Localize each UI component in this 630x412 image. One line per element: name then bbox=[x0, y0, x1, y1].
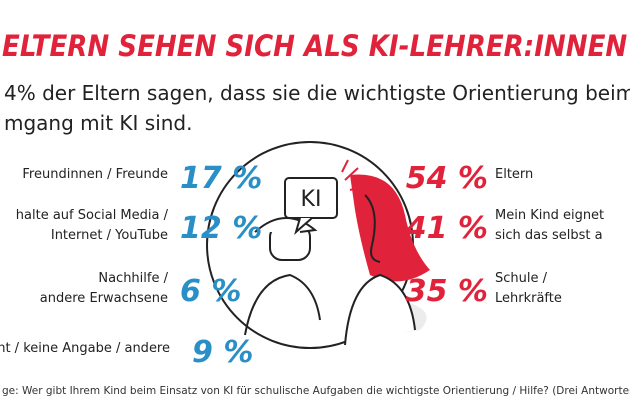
subtitle: mgang mit KI sind. bbox=[4, 111, 192, 135]
item-value: 41 % bbox=[405, 211, 488, 246]
item-value: 9 % bbox=[192, 335, 253, 370]
subtitle: 4% der Eltern sagen, dass sie die wichti… bbox=[4, 81, 630, 105]
title: ELTERN SEHEN SICH ALS KI-LEHRER:INNEN bbox=[2, 29, 627, 63]
item-value: 6 % bbox=[180, 274, 241, 309]
item-label: Internet / YouTube bbox=[51, 228, 168, 243]
item-label: halte auf Social Media / bbox=[16, 208, 169, 223]
illustration: KI bbox=[206, 141, 430, 349]
item-value: 12 % bbox=[180, 211, 262, 246]
item-label: Lehrkräfte bbox=[495, 291, 562, 306]
item-label: Nachhilfe / bbox=[98, 271, 168, 286]
item-label: Mein Kind eignet bbox=[495, 208, 604, 223]
item-value: 54 % bbox=[406, 161, 488, 196]
footnote: ge: Wer gibt Ihrem Kind beim Einsatz von… bbox=[2, 385, 630, 397]
item-label: eiß nicht / keine Angabe / andere bbox=[0, 341, 170, 356]
item-value: 17 % bbox=[180, 161, 262, 196]
item-label: Eltern bbox=[495, 167, 533, 182]
item-label: Schule / bbox=[495, 271, 548, 286]
item-label: andere Erwachsene bbox=[40, 291, 168, 306]
item-label: sich das selbst a bbox=[495, 228, 603, 243]
bubble-text: KI bbox=[301, 187, 322, 212]
item-label: Freundinnen / Freunde bbox=[22, 167, 168, 182]
item-value: 35 % bbox=[406, 274, 488, 309]
